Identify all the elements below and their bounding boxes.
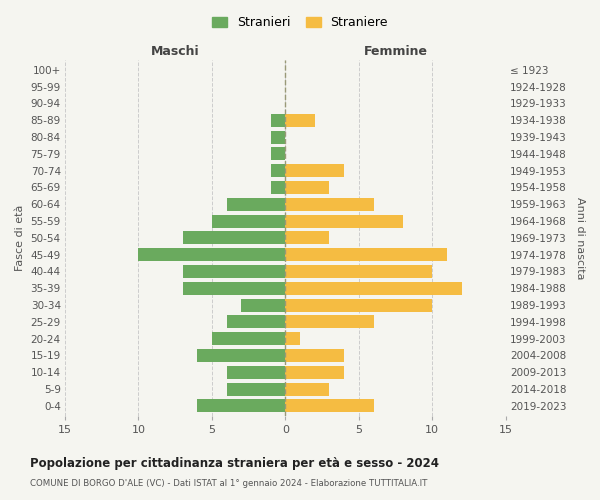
Bar	[227, 198, 286, 211]
Bar	[197, 400, 286, 412]
Bar	[286, 114, 315, 127]
Bar	[271, 130, 286, 143]
Bar	[182, 232, 286, 244]
Bar	[271, 114, 286, 127]
Bar	[271, 181, 286, 194]
Bar	[286, 298, 432, 312]
Bar	[271, 148, 286, 160]
Bar	[286, 282, 461, 295]
Bar	[286, 248, 447, 261]
Bar	[286, 181, 329, 194]
Bar	[286, 332, 300, 345]
Text: COMUNE DI BORGO D'ALE (VC) - Dati ISTAT al 1° gennaio 2024 - Elaborazione TUTTIT: COMUNE DI BORGO D'ALE (VC) - Dati ISTAT …	[30, 479, 427, 488]
Bar	[182, 265, 286, 278]
Text: Maschi: Maschi	[151, 45, 199, 58]
Bar	[241, 298, 286, 312]
Bar	[227, 382, 286, 396]
Text: Femmine: Femmine	[364, 45, 428, 58]
Text: Popolazione per cittadinanza straniera per età e sesso - 2024: Popolazione per cittadinanza straniera p…	[30, 458, 439, 470]
Bar	[286, 164, 344, 177]
Bar	[286, 400, 374, 412]
Bar	[286, 232, 329, 244]
Bar	[212, 332, 286, 345]
Y-axis label: Fasce di età: Fasce di età	[15, 204, 25, 271]
Bar	[286, 366, 344, 379]
Bar	[227, 316, 286, 328]
Bar	[182, 282, 286, 295]
Bar	[271, 164, 286, 177]
Bar	[286, 198, 374, 211]
Bar	[286, 382, 329, 396]
Bar	[212, 214, 286, 228]
Bar	[227, 366, 286, 379]
Bar	[286, 316, 374, 328]
Bar	[286, 214, 403, 228]
Bar	[286, 349, 344, 362]
Bar	[139, 248, 286, 261]
Legend: Stranieri, Straniere: Stranieri, Straniere	[207, 11, 393, 34]
Bar	[197, 349, 286, 362]
Bar	[286, 265, 432, 278]
Y-axis label: Anni di nascita: Anni di nascita	[575, 196, 585, 279]
